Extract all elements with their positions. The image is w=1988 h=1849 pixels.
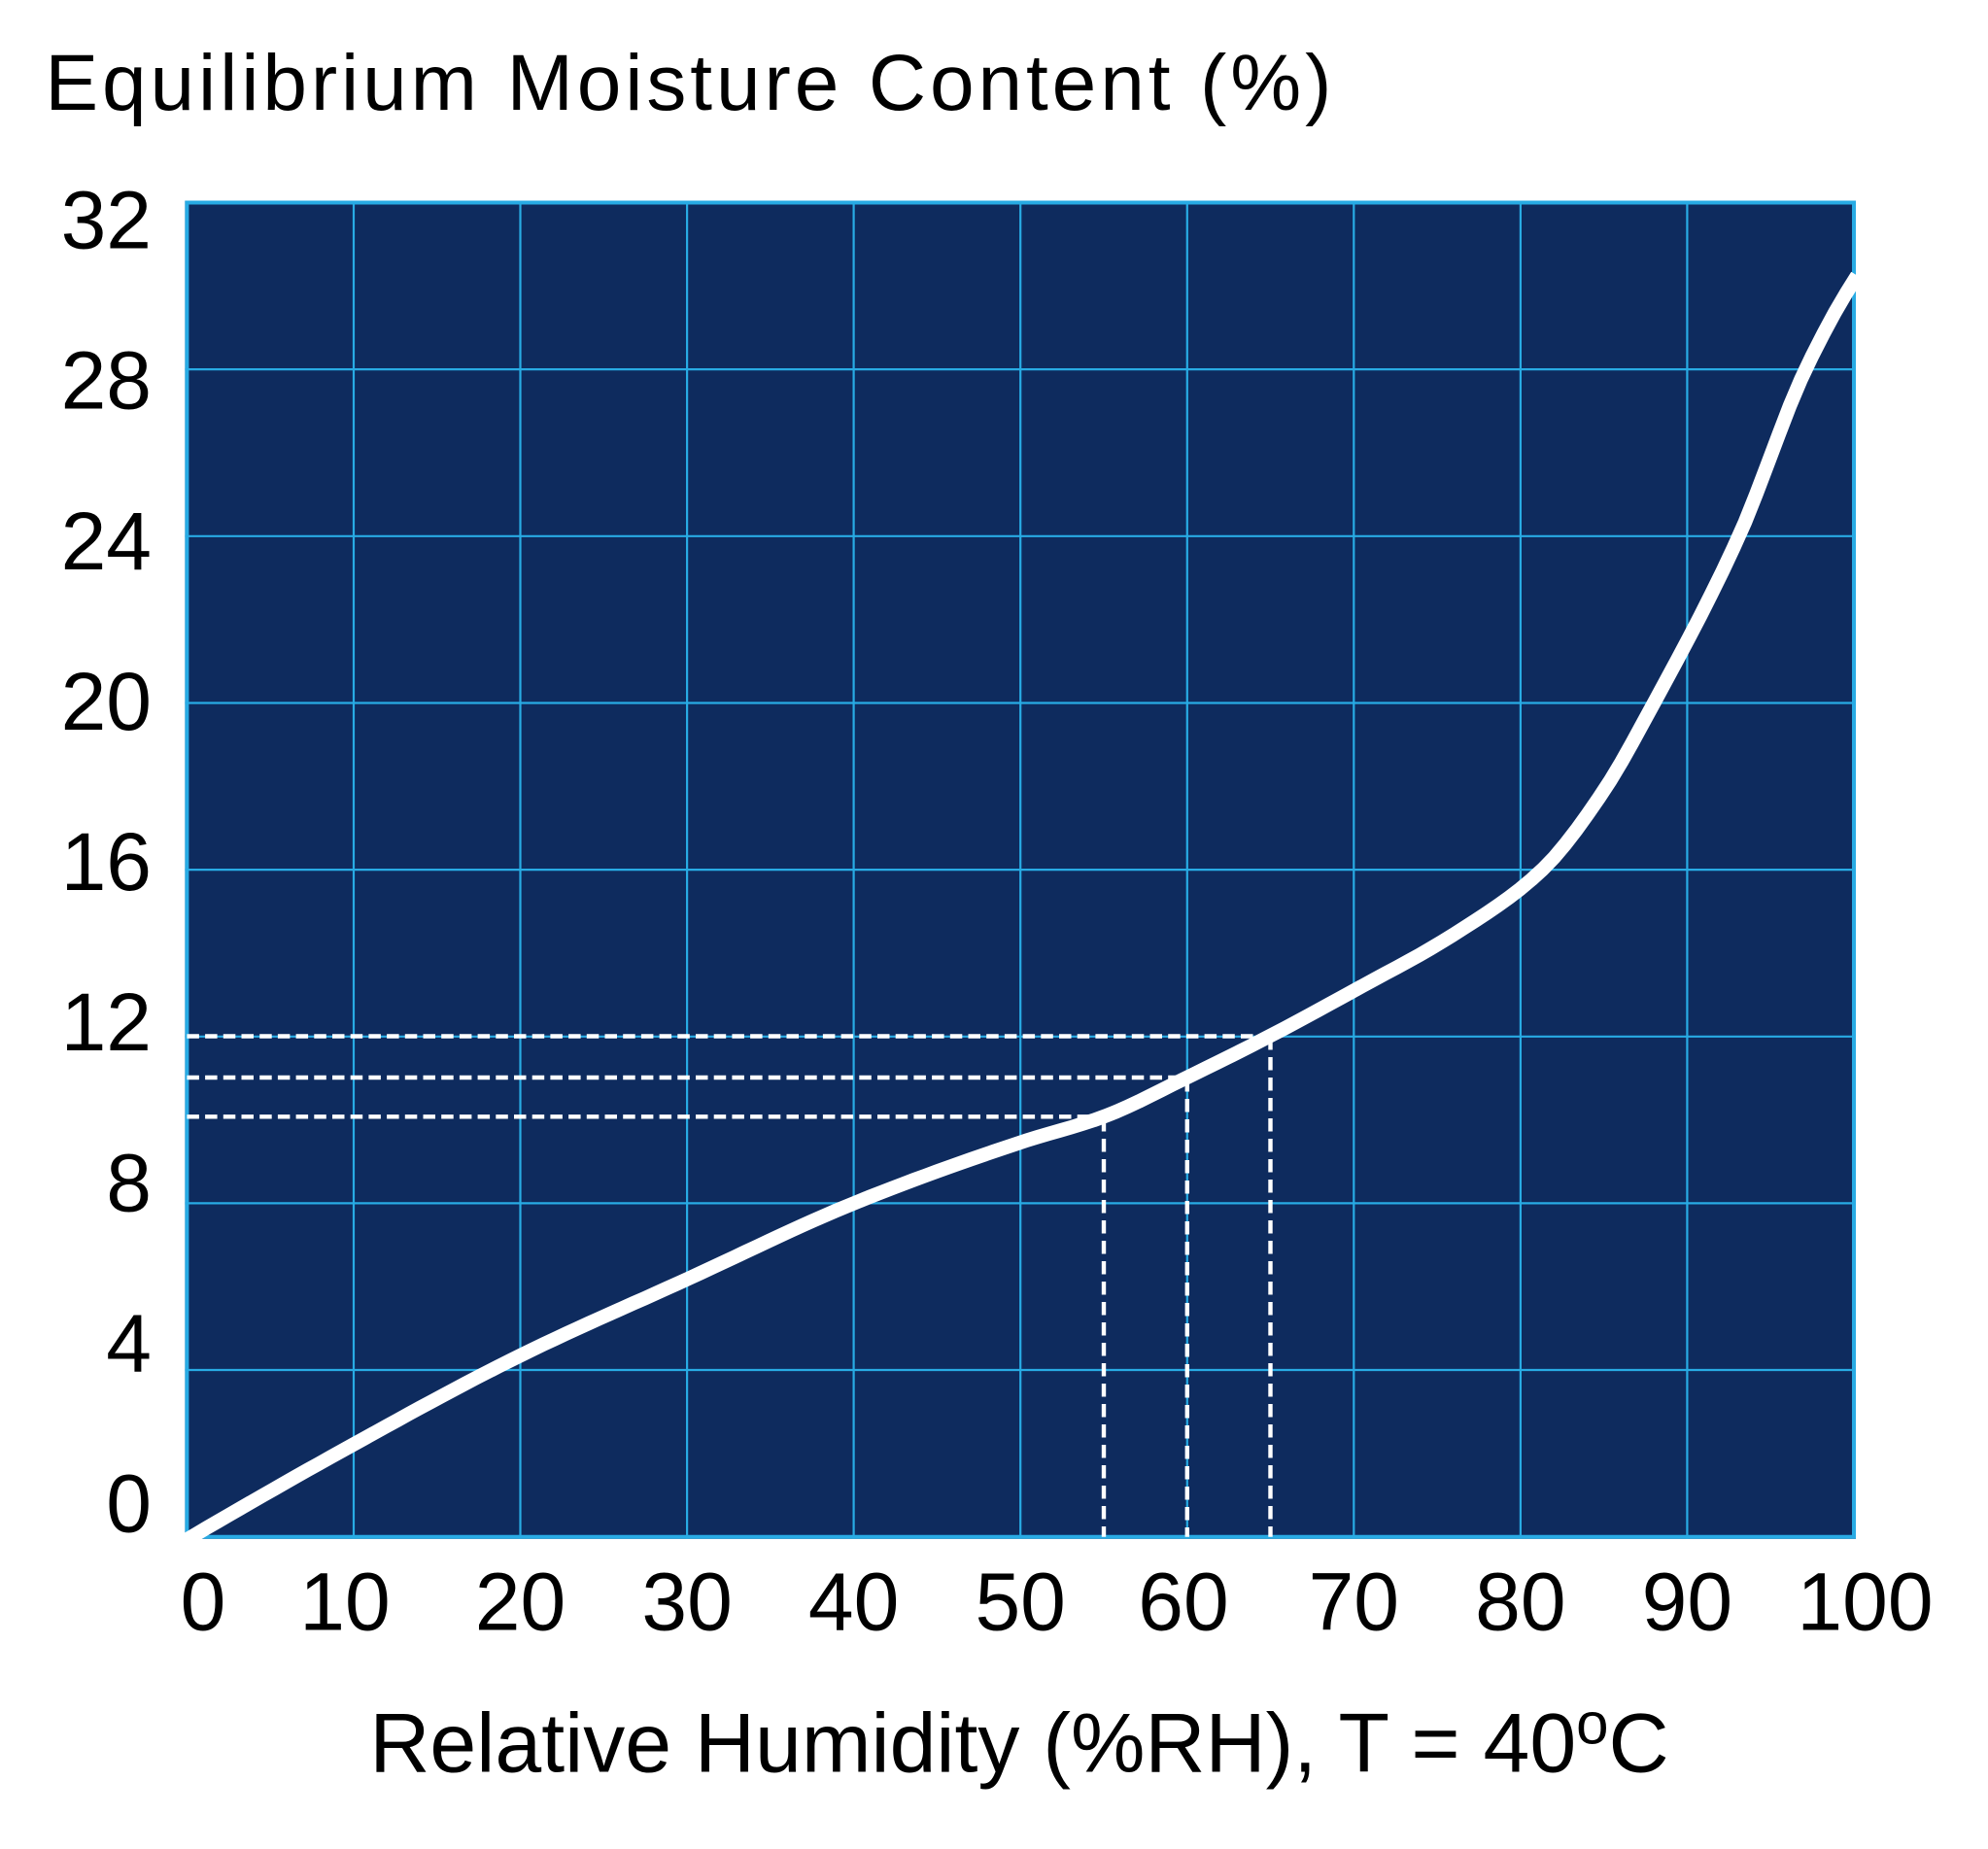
svg-text:4: 4: [106, 1298, 152, 1389]
svg-text:28: 28: [61, 335, 152, 427]
svg-text:0: 0: [106, 1458, 152, 1550]
svg-text:20: 20: [61, 656, 152, 747]
svg-text:12: 12: [61, 976, 152, 1068]
svg-text:30: 30: [641, 1557, 732, 1648]
svg-text:50: 50: [975, 1557, 1065, 1648]
svg-text:100: 100: [1797, 1557, 1933, 1648]
svg-text:80: 80: [1475, 1557, 1565, 1648]
svg-text:60: 60: [1138, 1557, 1228, 1648]
svg-text:32: 32: [61, 175, 152, 266]
svg-text:16: 16: [61, 816, 152, 907]
svg-text:Equilibrium Moisture Content (: Equilibrium Moisture Content (%): [45, 39, 1335, 127]
svg-text:70: 70: [1309, 1557, 1399, 1648]
svg-text:40: 40: [808, 1557, 899, 1648]
svg-text:20: 20: [475, 1557, 566, 1648]
svg-text:8: 8: [106, 1137, 152, 1228]
svg-text:90: 90: [1642, 1557, 1732, 1648]
svg-text:10: 10: [299, 1557, 390, 1648]
svg-text:24: 24: [61, 496, 152, 587]
svg-text:Relative Humidity (%RH), T = 4: Relative Humidity (%RH), T = 40oC: [369, 1691, 1668, 1790]
svg-text:0: 0: [181, 1557, 226, 1648]
